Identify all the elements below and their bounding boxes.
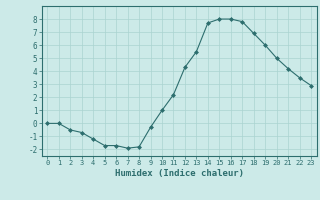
X-axis label: Humidex (Indice chaleur): Humidex (Indice chaleur) (115, 169, 244, 178)
